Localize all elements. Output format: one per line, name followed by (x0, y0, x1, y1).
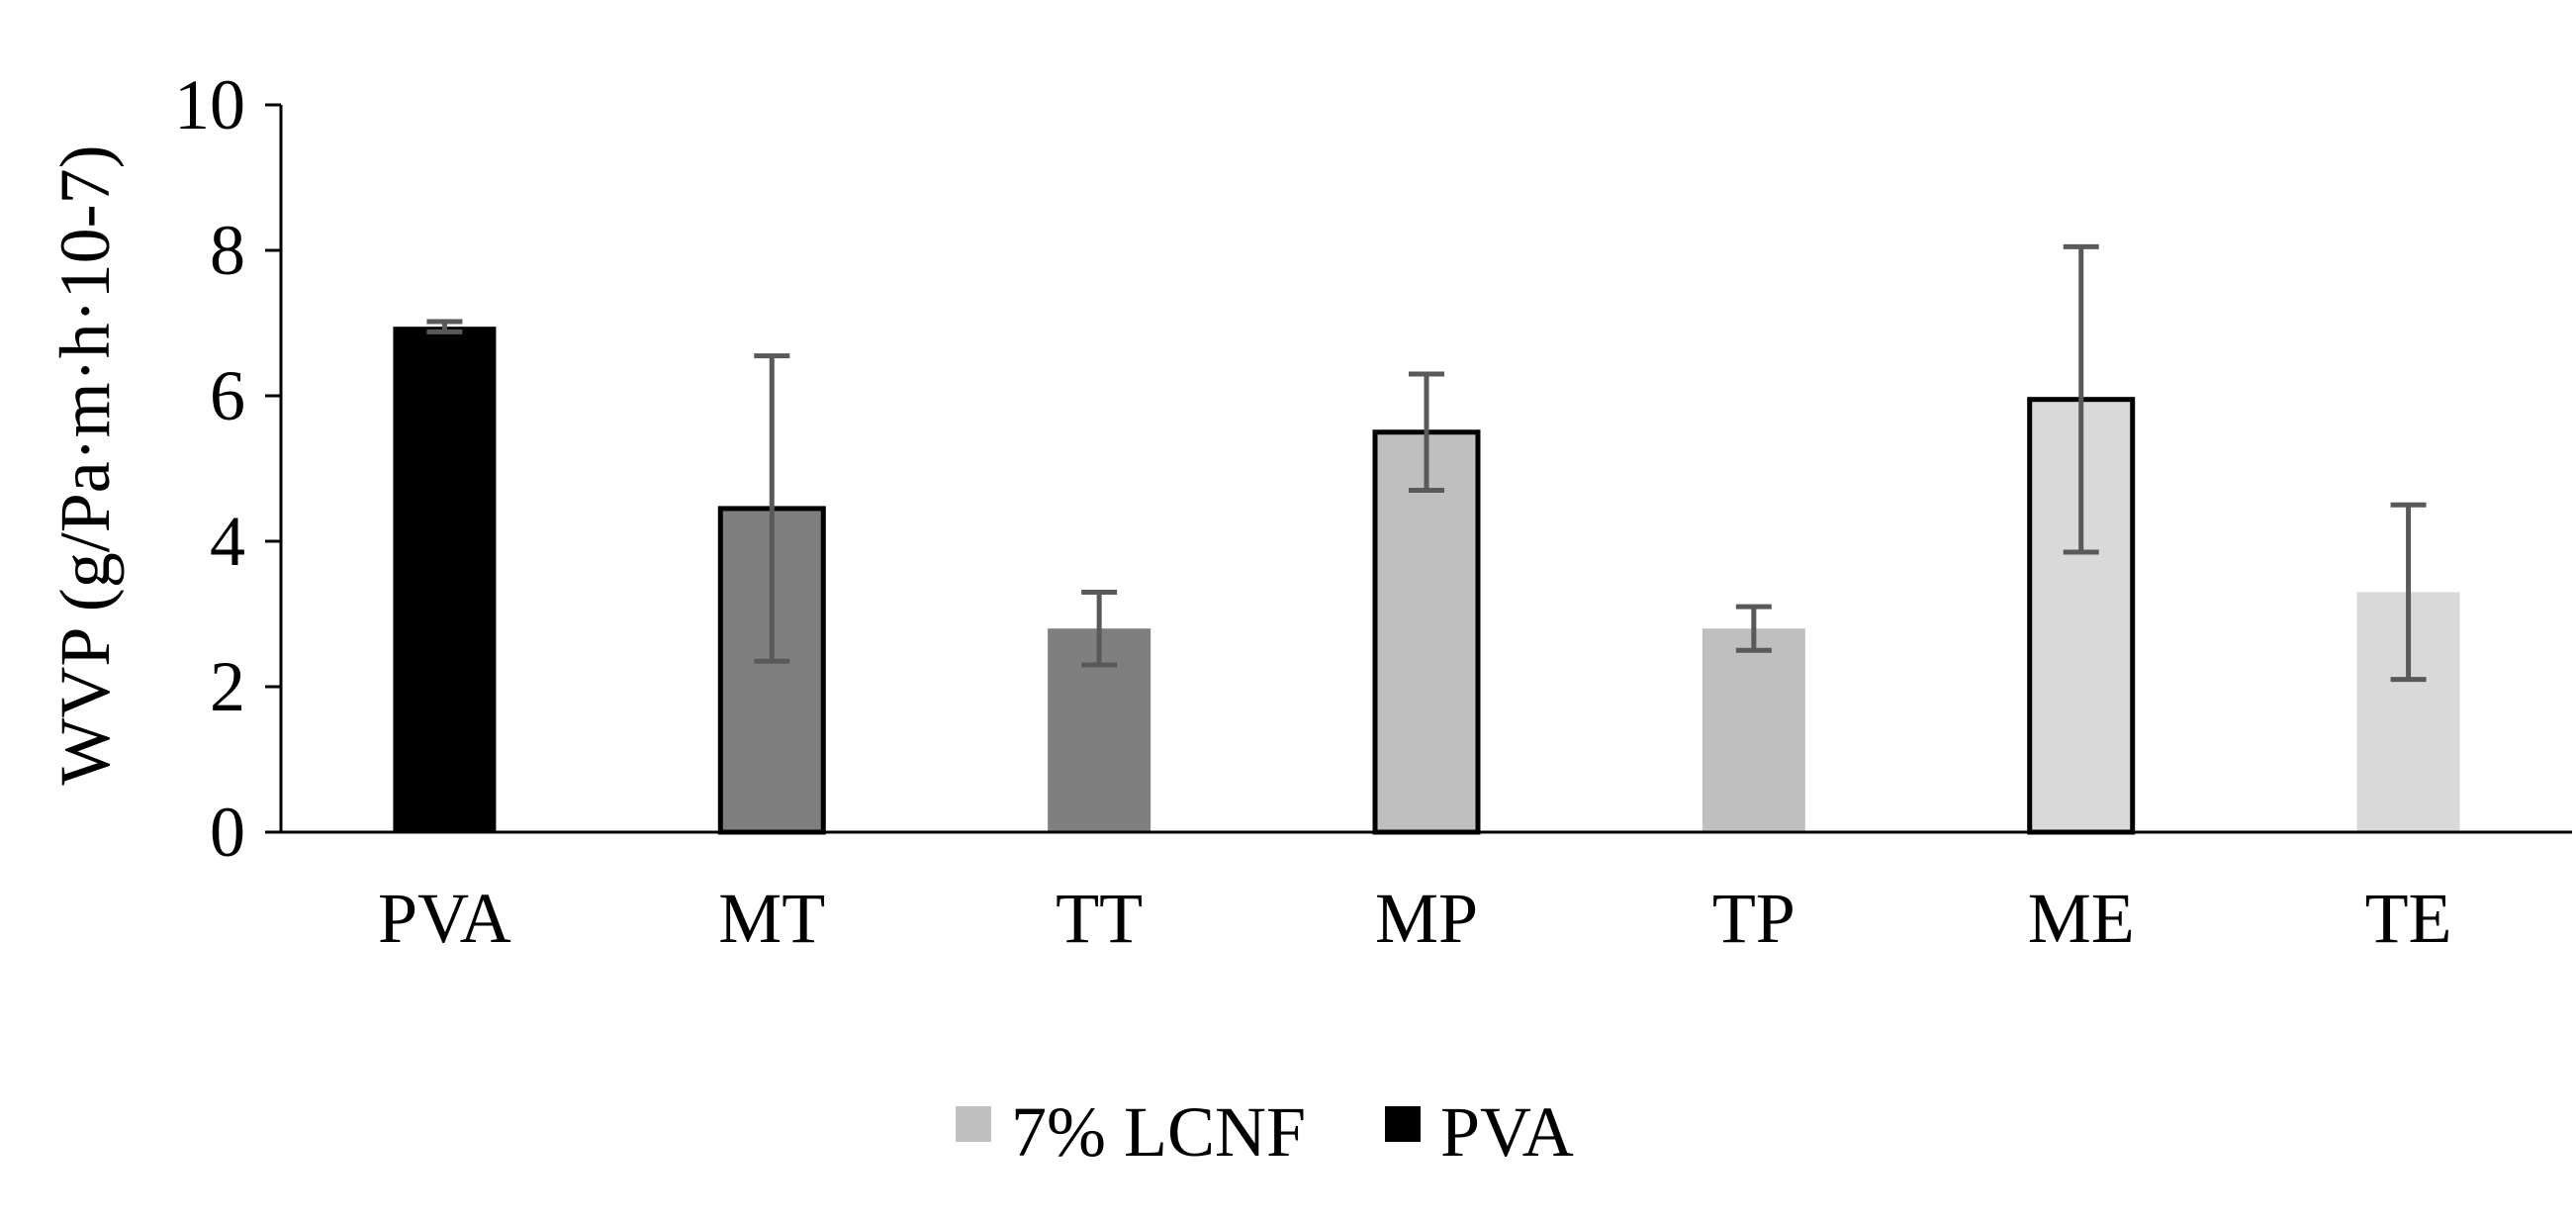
legend-label: 7% LCNF (1011, 1092, 1306, 1172)
y-tick-label: 6 (210, 356, 245, 435)
y-tick-label: 8 (210, 211, 245, 290)
error-bar-tp (1735, 604, 1772, 653)
category-label-tt: TT (1056, 879, 1143, 958)
error-bar-me (2063, 243, 2099, 555)
category-label-mt: MT (718, 879, 825, 958)
error-bar-mp (1409, 371, 1444, 494)
legend: 7% LCNF PVA (956, 1092, 1574, 1172)
error-bars-group (426, 243, 2427, 683)
y-ticks-group: 0 2 4 6 8 10 (174, 65, 281, 872)
category-label-me: ME (2028, 879, 2135, 958)
category-label-te: TE (2365, 879, 2452, 958)
bar-mp (1372, 429, 1481, 835)
legend-swatch (1385, 1106, 1421, 1142)
category-labels-group: PVA MT TT MP TP ME TE (378, 879, 2452, 958)
y-tick-label: 4 (210, 502, 245, 581)
error-bar-mt (754, 353, 790, 664)
legend-label: PVA (1440, 1092, 1574, 1172)
category-label-tp: TP (1712, 879, 1795, 958)
bars-group (393, 327, 2460, 835)
error-bar-te (2390, 502, 2427, 683)
bar-tp (1702, 628, 1805, 832)
y-axis-title: WVP (g/Pa·m·h·10-7) (46, 144, 125, 785)
error-bar-pva (426, 319, 463, 334)
category-label-mp: MP (1375, 879, 1478, 958)
error-bar-tt (1081, 589, 1118, 668)
legend-item-1: PVA (1385, 1092, 1574, 1172)
y-tick-label: 0 (210, 793, 245, 872)
y-tick-label: 2 (210, 647, 245, 726)
y-tick-label: 10 (174, 65, 245, 144)
bar-pva (393, 327, 497, 832)
legend-swatch (956, 1106, 991, 1142)
legend-item-0: 7% LCNF (956, 1092, 1306, 1172)
category-label-pva: PVA (378, 879, 511, 958)
